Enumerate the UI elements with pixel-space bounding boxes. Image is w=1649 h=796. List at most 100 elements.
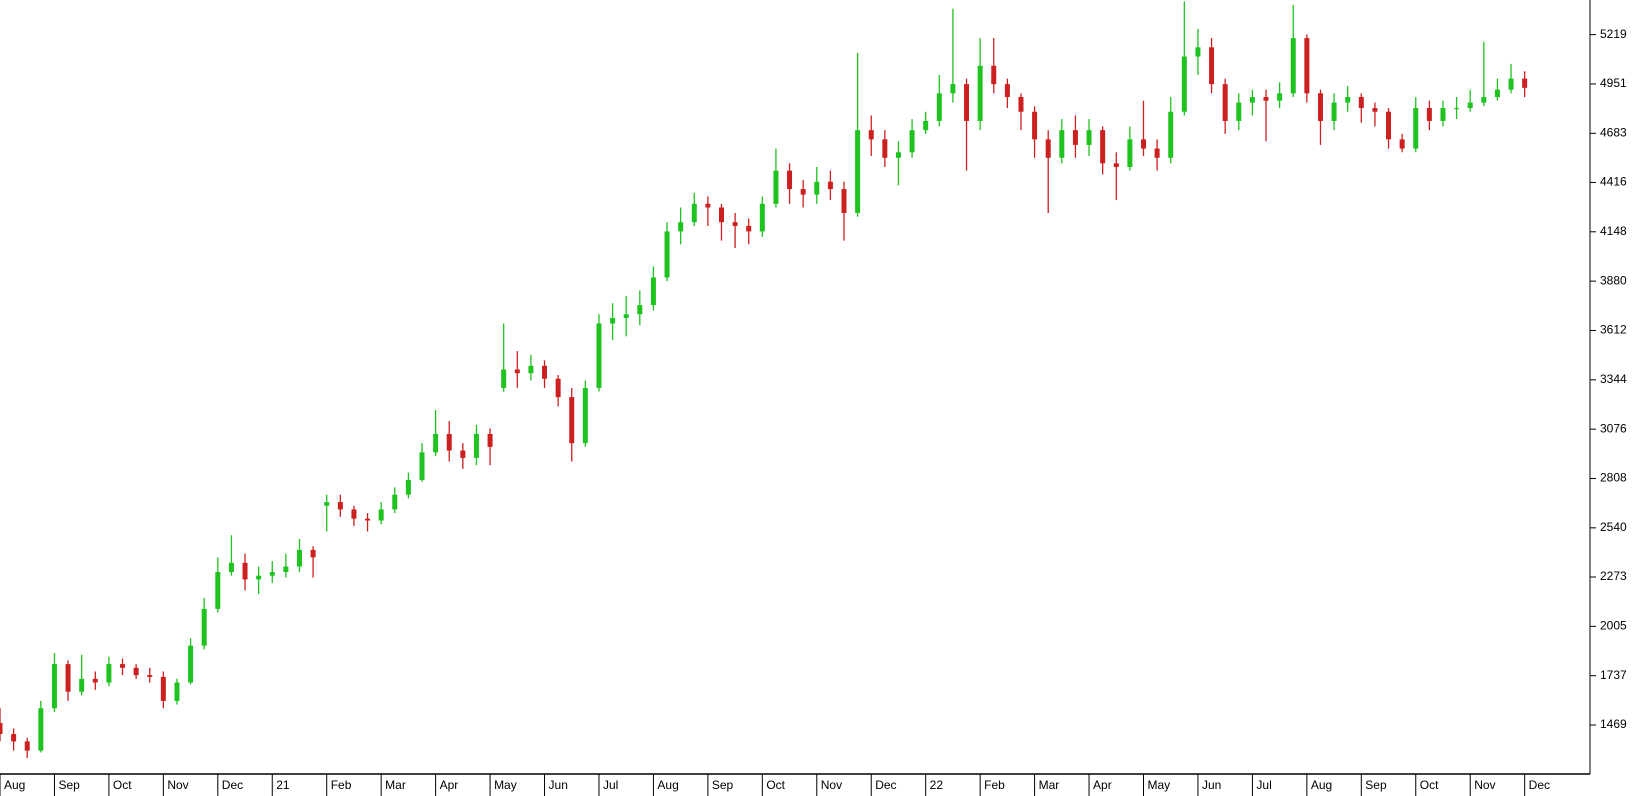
candle-body bbox=[1209, 47, 1215, 85]
x-tick-label: Aug bbox=[4, 778, 25, 792]
candle-body bbox=[392, 494, 398, 510]
candle-body bbox=[1413, 108, 1419, 149]
candle-body bbox=[1358, 97, 1364, 109]
candle-body bbox=[1345, 97, 1351, 103]
candle-body bbox=[991, 65, 997, 85]
candle-body bbox=[310, 549, 316, 558]
x-tick-label: Nov bbox=[821, 778, 842, 792]
x-tick-label: 21 bbox=[276, 778, 290, 792]
candle-body bbox=[433, 433, 439, 453]
candle-body bbox=[1032, 111, 1038, 140]
x-tick-label: Aug bbox=[657, 778, 678, 792]
candle-body bbox=[215, 572, 221, 609]
candle-body bbox=[296, 549, 302, 567]
candle-body bbox=[773, 170, 779, 204]
y-tick-label: 3344 bbox=[1600, 372, 1627, 386]
y-tick-label: 2808 bbox=[1600, 471, 1627, 485]
candle-body bbox=[882, 139, 888, 158]
candle-body bbox=[160, 676, 166, 701]
x-tick-label: May bbox=[1147, 778, 1170, 792]
candle-body bbox=[1140, 139, 1146, 149]
candle-body bbox=[1522, 78, 1528, 88]
candle-body bbox=[1222, 84, 1228, 121]
candle-body bbox=[1018, 97, 1024, 112]
candle-body bbox=[787, 170, 793, 190]
x-tick-label: Apr bbox=[440, 778, 459, 792]
candle-body bbox=[1372, 108, 1378, 112]
y-tick-label: 3612 bbox=[1600, 323, 1627, 337]
candle-body bbox=[582, 387, 588, 444]
candle-body bbox=[936, 93, 942, 121]
candle-body bbox=[1263, 97, 1269, 101]
x-tick-label: Oct bbox=[1420, 778, 1439, 792]
y-tick-label: 2005 bbox=[1600, 619, 1627, 633]
x-tick-label: Oct bbox=[766, 778, 785, 792]
candle-body bbox=[487, 433, 493, 447]
x-tick-label: Sep bbox=[1365, 778, 1387, 792]
y-tick-label: 1469 bbox=[1600, 717, 1627, 731]
candle-body bbox=[378, 509, 384, 521]
y-tick-label: 2540 bbox=[1600, 520, 1627, 534]
candle-body bbox=[650, 277, 656, 306]
y-tick-label: 2273 bbox=[1600, 569, 1627, 583]
candle-body bbox=[855, 130, 861, 214]
x-tick-label: Feb bbox=[984, 778, 1005, 792]
candle-body bbox=[1249, 97, 1255, 103]
candle-body bbox=[65, 664, 71, 692]
candle-body bbox=[1440, 108, 1446, 121]
candle-body bbox=[405, 479, 411, 495]
candle-body bbox=[950, 84, 956, 94]
x-tick-label: Feb bbox=[331, 778, 352, 792]
x-tick-label: Apr bbox=[1093, 778, 1112, 792]
candle-body bbox=[1399, 139, 1405, 149]
candle-body bbox=[1181, 56, 1187, 112]
candle-body bbox=[596, 323, 602, 388]
candle-body bbox=[1086, 130, 1092, 145]
x-tick-label: Mar bbox=[385, 778, 406, 792]
candle-body bbox=[868, 130, 874, 140]
candle-body bbox=[542, 365, 548, 379]
candle-body bbox=[664, 231, 670, 278]
candle-body bbox=[555, 378, 561, 398]
candle-body bbox=[365, 518, 371, 521]
candle-body bbox=[1494, 89, 1500, 98]
candles bbox=[0, 1, 1528, 758]
candle-body bbox=[337, 502, 343, 510]
candle-body bbox=[501, 369, 507, 388]
candle-body bbox=[841, 189, 847, 214]
x-tick-label: Sep bbox=[58, 778, 80, 792]
x-tick-label: Jun bbox=[1202, 778, 1221, 792]
candle-body bbox=[637, 305, 643, 315]
candle-body bbox=[1317, 93, 1323, 121]
candle-body bbox=[800, 189, 806, 195]
candle-body bbox=[133, 667, 139, 676]
x-tick-label: Dec bbox=[1529, 778, 1550, 792]
candle-body bbox=[746, 225, 752, 232]
candle-body bbox=[1168, 111, 1174, 158]
y-tick-label: 1737 bbox=[1600, 668, 1627, 682]
x-tick-label: May bbox=[494, 778, 517, 792]
candle-body bbox=[201, 608, 207, 646]
x-tick-label: Sep bbox=[712, 778, 734, 792]
candle-body bbox=[1100, 130, 1106, 164]
y-tick-label: 4148 bbox=[1600, 224, 1627, 238]
y-tick-label: 5219 bbox=[1600, 27, 1627, 41]
candle-body bbox=[24, 741, 30, 751]
x-tick-label: Dec bbox=[875, 778, 896, 792]
candle-body bbox=[1454, 108, 1460, 110]
candle-body bbox=[1467, 102, 1473, 109]
x-tick-label: Jul bbox=[603, 778, 618, 792]
candle-body bbox=[269, 572, 275, 576]
candle-body bbox=[610, 317, 616, 324]
candle-body bbox=[460, 450, 466, 458]
candle-body bbox=[174, 682, 180, 701]
candle-body bbox=[324, 502, 330, 506]
candle-body bbox=[514, 369, 520, 374]
x-tick-label: Aug bbox=[1311, 778, 1332, 792]
candle-body bbox=[1426, 108, 1432, 121]
candle-body bbox=[228, 562, 234, 573]
candle-body bbox=[256, 575, 262, 580]
candle-body bbox=[51, 664, 57, 709]
candle-body bbox=[1236, 102, 1242, 121]
